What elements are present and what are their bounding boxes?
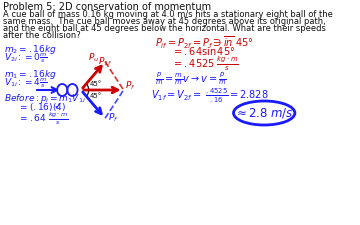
Text: and the eight ball at 45 degrees below the horizontal. What are their speeds: and the eight ball at 45 degrees below t…	[3, 24, 325, 33]
Text: $m_1=.16kg$: $m_1=.16kg$	[4, 68, 57, 81]
Text: $m_2=.16kg$: $m_2=.16kg$	[4, 43, 57, 56]
Text: $= .64\ \frac{kg\cdot m}{s}$: $= .64\ \frac{kg\cdot m}{s}$	[18, 110, 68, 127]
Text: $V_{1i}:= 4\frac{m}{s}$: $V_{1i}:= 4\frac{m}{s}$	[4, 76, 48, 90]
Text: 45°: 45°	[90, 81, 102, 87]
Text: $\frac{p}{m}=\frac{m}{m}v \rightarrow v=\frac{p}{m}$: $\frac{p}{m}=\frac{m}{m}v \rightarrow v=…	[155, 70, 227, 87]
Text: Problem 5: 2D conservation of momentum: Problem 5: 2D conservation of momentum	[3, 2, 211, 12]
Text: $P_u$: $P_u$	[88, 51, 99, 63]
Text: after the collision?: after the collision?	[3, 31, 80, 40]
Text: $P_f$: $P_f$	[108, 111, 119, 124]
Text: A cue ball of mass 0.16 kg moving at 4.0 m/s hits a stationary eight ball of the: A cue ball of mass 0.16 kg moving at 4.0…	[3, 10, 332, 19]
Text: $V_{2i}:= 0\frac{m}{s}$: $V_{2i}:= 0\frac{m}{s}$	[4, 51, 48, 65]
Text: same mass.  The cue ball moves away at 45 degrees above its original path,: same mass. The cue ball moves away at 45…	[3, 17, 325, 26]
Text: $= .64\sin 45°$: $= .64\sin 45°$	[172, 45, 235, 57]
Text: $P_{1f}$: $P_{1f}$	[98, 55, 112, 68]
Text: 45°: 45°	[90, 93, 102, 99]
Text: $= (.16)(4)$: $= (.16)(4)$	[18, 101, 66, 113]
Text: $P_{if}=P_{2f}=P_f \ni \overline{in}\ 45°$: $P_{if}=P_{2f}=P_f \ni \overline{in}\ 45…	[155, 35, 254, 51]
Text: $P_f$: $P_f$	[125, 79, 136, 92]
Text: $\approx 2.8\ m/s$: $\approx 2.8\ m/s$	[234, 106, 294, 120]
Text: ✓: ✓	[54, 101, 62, 111]
Text: $V_{1f}=V_{2f}=\ \frac{.4525}{.16}=2.828$: $V_{1f}=V_{2f}=\ \frac{.4525}{.16}=2.828…	[151, 87, 269, 105]
Text: $= .4525\ \frac{kg\cdot m}{s}$: $= .4525\ \frac{kg\cdot m}{s}$	[172, 55, 239, 73]
Text: $Before: p_i=m_1V_{1i}$: $Before: p_i=m_1V_{1i}$	[4, 92, 86, 105]
